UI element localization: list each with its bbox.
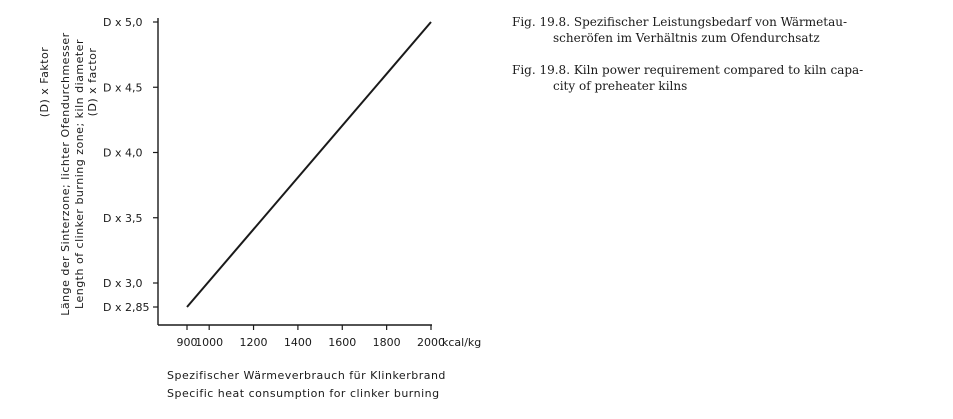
caption-german-line-1: Spezifischer Leistungsbedarf von Wärmeta… <box>573 15 848 29</box>
caption-english-line-2: city of preheater kilns <box>553 79 688 93</box>
y-axis-title-line-2: Length of clinker burning zone; kiln dia… <box>73 39 86 309</box>
y-tick-label: D x 3,5 <box>103 212 142 225</box>
y-axis-title-line-1: Länge der Sinterzone; lichter Ofendurchm… <box>59 32 72 315</box>
x-axis-unit: kcal/kg <box>442 336 481 349</box>
caption-english-line-1: Kiln power requirement compared to kiln … <box>573 63 864 77</box>
y-tick-label: D x 4,5 <box>103 81 142 94</box>
y-tick-label: D x 3,0 <box>103 277 142 290</box>
series-line <box>186 21 432 308</box>
x-tick-label: 900 <box>177 336 198 349</box>
x-axis-title-line-2: Specific heat consumption for clinker bu… <box>167 387 440 400</box>
x-tick-label: 1800 <box>373 336 401 349</box>
chart-axes <box>157 18 432 326</box>
y-tick-label: D x 4,0 <box>103 147 142 160</box>
y-tick-label: D x 5,0 <box>103 16 142 29</box>
x-axis-title-line-1: Spezifischer Wärmeverbrauch für Klinkerb… <box>167 369 446 382</box>
x-tick-label: 1200 <box>240 336 268 349</box>
caption-german-line-2: scheröfen im Verhältnis zum Ofendurchsat… <box>553 31 820 45</box>
y-axis-title-line-4: (D) x factor <box>86 48 99 117</box>
x-tick-label: 2000 <box>417 336 445 349</box>
y-ticks: D x 2,85 D x 3,0 D x 3,5 D x 4,0 D x 4,5 D x … <box>103 16 158 314</box>
series-group <box>186 21 432 308</box>
x-tick-label: 1000 <box>195 336 223 349</box>
x-tick-label: 1400 <box>284 336 312 349</box>
y-axis-title-line-3: (D) x Faktor <box>38 47 51 118</box>
y-tick-label: D x 2,85 <box>103 301 149 314</box>
x-tick-label: 1600 <box>328 336 356 349</box>
caption-english-fig-number: Fig. 19.8. <box>512 63 571 77</box>
figure-caption-german: Fig. 19.8. Spezifischer Leistungsbedarf … <box>512 14 942 46</box>
figure-caption-english: Fig. 19.8. Kiln power requirement compar… <box>512 62 942 94</box>
caption-german-fig-number: Fig. 19.8. <box>512 15 571 29</box>
